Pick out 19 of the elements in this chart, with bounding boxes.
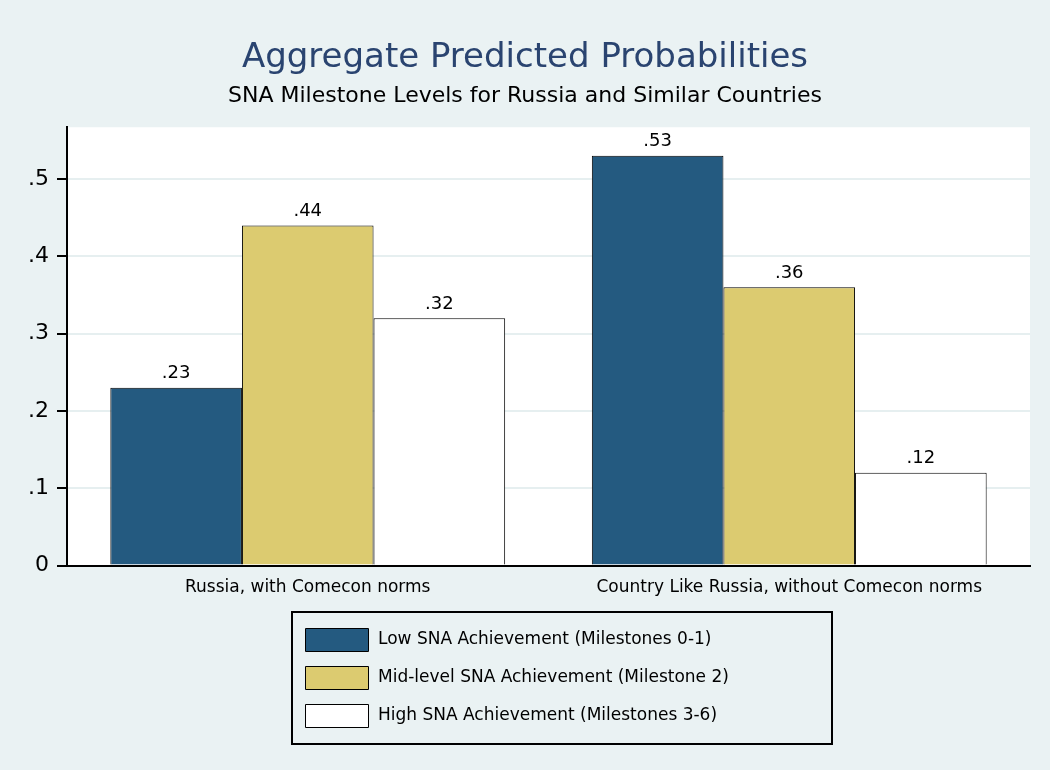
- y-tick-label: .2: [27, 396, 49, 422]
- y-tick-label: .5: [27, 164, 49, 190]
- legend-label: Low SNA Achievement (Milestones 0-1): [378, 628, 712, 649]
- data-label: .36: [774, 260, 804, 282]
- chart-subtitle: SNA Milestone Levels for Russia and Similar Countries: [228, 81, 822, 107]
- data-label: .23: [161, 361, 191, 383]
- data-label: .53: [643, 129, 672, 151]
- legend-label: Mid-level SNA Achievement (Milestone 2): [378, 666, 729, 687]
- y-tick-label: .3: [27, 319, 49, 345]
- x-tick-label: Country Like Russia, without Comecon norms: [596, 576, 983, 597]
- data-label: .44: [293, 199, 323, 221]
- y-tick-label: 0: [34, 551, 49, 577]
- chart-title: Aggregate Predicted Probabilities: [241, 35, 809, 76]
- data-label: .12: [906, 446, 936, 468]
- y-tick-label: .1: [27, 474, 49, 499]
- data-label: .32: [425, 291, 454, 313]
- x-tick-label: Russia, with Comecon norms: [185, 576, 431, 597]
- y-tick-label: .4: [27, 242, 49, 268]
- legend-label: High SNA Achievement (Milestones 3-6): [378, 704, 718, 725]
